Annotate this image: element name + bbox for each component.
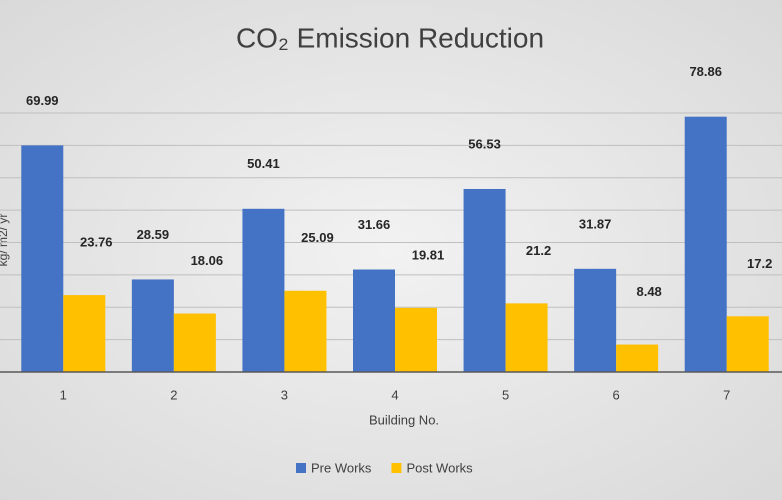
value-label: 25.09 [301, 230, 334, 245]
value-label: 78.86 [689, 64, 722, 79]
bar [505, 303, 548, 372]
x-tick-label: 5 [502, 387, 509, 402]
value-label: 31.66 [358, 217, 391, 232]
legend-swatch [391, 463, 402, 473]
bar [173, 313, 216, 372]
value-label: 69.99 [26, 93, 59, 108]
legend-label: Post Works [406, 460, 473, 475]
x-tick-label: 7 [723, 387, 730, 402]
bar [284, 290, 327, 372]
bar [63, 295, 106, 372]
bar [574, 268, 617, 372]
x-tick-label: 4 [391, 387, 398, 402]
legend-label: Pre Works [311, 460, 372, 475]
x-tick-label: 2 [170, 387, 177, 402]
value-label: 50.41 [247, 156, 280, 171]
bar [131, 279, 174, 372]
x-axis-label: Building No. [369, 412, 439, 427]
chart-title: CO₂ Emission Reduction [236, 22, 544, 53]
bar [353, 269, 395, 372]
bar [242, 208, 285, 372]
value-label: 18.06 [191, 253, 224, 268]
value-label: 21.2 [526, 243, 551, 258]
y-axis-label: kg/ m2/ yr [0, 214, 10, 267]
value-label: 17.2 [747, 256, 772, 271]
bar [684, 116, 727, 372]
value-label: 31.87 [579, 216, 612, 231]
legend-swatch [296, 463, 306, 473]
value-label: 19.81 [412, 247, 445, 262]
value-label: 28.59 [137, 227, 170, 242]
x-tick-label: 3 [281, 387, 288, 402]
value-label: 56.53 [468, 136, 501, 151]
x-tick-label: 6 [613, 387, 620, 402]
bar [726, 316, 769, 372]
x-tick-label: 1 [60, 387, 67, 402]
bar [395, 307, 437, 372]
bar [463, 188, 506, 372]
value-label: 8.48 [636, 284, 661, 299]
bar [21, 145, 64, 372]
bar [616, 344, 659, 372]
value-label: 23.76 [80, 235, 113, 250]
